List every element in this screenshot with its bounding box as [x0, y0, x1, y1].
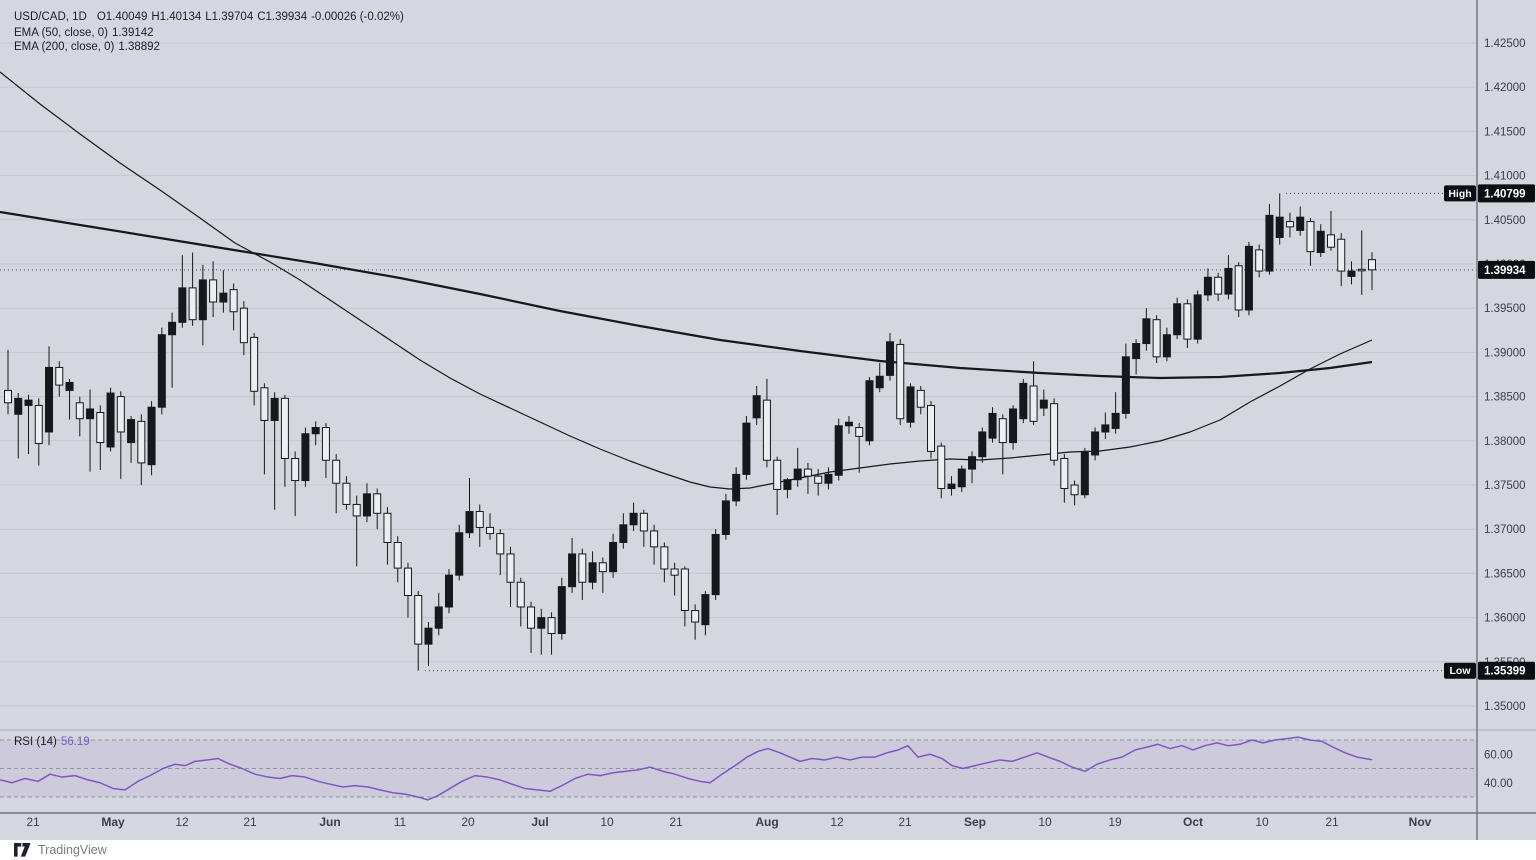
low-tag: Low — [1444, 662, 1476, 679]
grid-layer — [0, 42, 1477, 707]
svg-text:21: 21 — [898, 815, 912, 829]
ema200-legend-row[interactable]: EMA (200, close, 0) 1.38892 — [14, 40, 164, 54]
svg-text:1.41000: 1.41000 — [1484, 171, 1526, 183]
svg-text:Oct: Oct — [1183, 815, 1203, 829]
ema50-legend-row[interactable]: EMA (50, close, 0) 1.39142 — [14, 26, 158, 40]
svg-text:Jul: Jul — [531, 815, 548, 829]
svg-text:21: 21 — [26, 815, 40, 829]
svg-text:1.42500: 1.42500 — [1484, 38, 1526, 50]
svg-text:Sep: Sep — [964, 815, 986, 829]
svg-text:12: 12 — [175, 815, 189, 829]
rsi-axis[interactable]: 60.00 40.00 — [1484, 749, 1513, 790]
price-axis[interactable]: 1.425001.420001.415001.410001.405001.400… — [1484, 38, 1526, 713]
svg-text:19: 19 — [1108, 815, 1122, 829]
svg-text:11: 11 — [394, 815, 407, 829]
rsi-label: RSI (14) — [14, 736, 57, 748]
svg-text:1.41500: 1.41500 — [1484, 126, 1526, 138]
svg-text:40.00: 40.00 — [1484, 778, 1513, 790]
rsi-legend-row[interactable]: RSI (14) 56.19 — [14, 735, 94, 749]
svg-text:1.36000: 1.36000 — [1484, 613, 1526, 625]
svg-text:High: High — [1448, 188, 1471, 200]
high-tag: High — [1444, 185, 1476, 202]
ema200-label: EMA (200, close, 0) — [14, 41, 115, 53]
ema50-label: EMA (50, close, 0) — [14, 27, 108, 39]
tradingview-logo-icon[interactable] — [14, 843, 31, 857]
svg-text:May: May — [101, 815, 125, 829]
ohlc-close: C1.39934 — [257, 11, 308, 23]
tradingview-brand-text[interactable]: TradingView — [38, 843, 107, 857]
svg-text:1.40799: 1.40799 — [1484, 188, 1526, 200]
svg-text:1.39000: 1.39000 — [1484, 347, 1526, 359]
svg-text:10: 10 — [600, 815, 614, 829]
attribution-bar: TradingView — [0, 840, 1536, 860]
svg-text:21: 21 — [1325, 815, 1339, 829]
candles-layer[interactable] — [4, 193, 1376, 671]
rsi-band-layer — [0, 739, 1477, 798]
high-price-badge: 1.40799 — [1478, 184, 1535, 203]
ema200-value: 1.38892 — [118, 41, 160, 53]
rsi-line[interactable] — [0, 736, 1373, 801]
chart-area[interactable]: 1.425001.420001.415001.410001.405001.400… — [0, 0, 1536, 841]
svg-text:60.00: 60.00 — [1484, 749, 1513, 761]
marker-lines-layer — [0, 192, 1477, 672]
svg-text:10: 10 — [1038, 815, 1052, 829]
ema50-value: 1.39142 — [111, 27, 154, 39]
svg-text:1.40500: 1.40500 — [1484, 215, 1526, 227]
ohlc-low: L1.39704 — [205, 11, 254, 23]
svg-text:20: 20 — [461, 815, 475, 829]
svg-text:Nov: Nov — [1409, 815, 1432, 829]
svg-text:21: 21 — [669, 815, 683, 829]
svg-text:1.42000: 1.42000 — [1484, 82, 1526, 94]
svg-text:1.36500: 1.36500 — [1484, 568, 1526, 580]
time-axis[interactable]: 21 May 12 21 Jun 11 20 Jul 10 21 Aug 12 21 Sep 10 19 Oct… — [26, 815, 1431, 829]
rsi-value: 56.19 — [60, 736, 90, 748]
symbol-legend-row[interactable]: USD/CAD, 1D O1.40049 H1.40134 L1.39704 C1.39… — [14, 10, 408, 24]
price-chart-canvas[interactable]: 1.425001.420001.415001.410001.405001.400… — [0, 0, 1536, 841]
ema50-line[interactable] — [0, 71, 1373, 490]
svg-text:21: 21 — [243, 815, 257, 829]
ohlc-open: O1.40049 — [96, 11, 148, 23]
svg-text:1.35399: 1.35399 — [1484, 666, 1526, 678]
svg-text:12: 12 — [830, 815, 844, 829]
svg-text:1.38000: 1.38000 — [1484, 436, 1526, 448]
separators-layer — [0, 0, 1536, 840]
svg-text:1.38500: 1.38500 — [1484, 392, 1526, 404]
svg-text:1.39500: 1.39500 — [1484, 303, 1526, 315]
symbol-title: USD/CAD, 1D — [14, 11, 87, 23]
svg-text:Jun: Jun — [319, 815, 340, 829]
svg-text:Low: Low — [1450, 665, 1472, 677]
svg-text:1.37000: 1.37000 — [1484, 524, 1526, 536]
svg-text:1.39934: 1.39934 — [1484, 265, 1526, 277]
svg-text:10: 10 — [1255, 815, 1269, 829]
svg-text:1.37500: 1.37500 — [1484, 480, 1526, 492]
ohlc-change: -0.00026 (-0.02%) — [311, 11, 404, 23]
svg-text:1.35000: 1.35000 — [1484, 701, 1526, 713]
low-price-badge: 1.35399 — [1478, 661, 1535, 680]
last-price-badge: 1.39934 — [1478, 260, 1535, 279]
ohlc-high: H1.40134 — [151, 11, 202, 23]
svg-text:Aug: Aug — [755, 815, 778, 829]
